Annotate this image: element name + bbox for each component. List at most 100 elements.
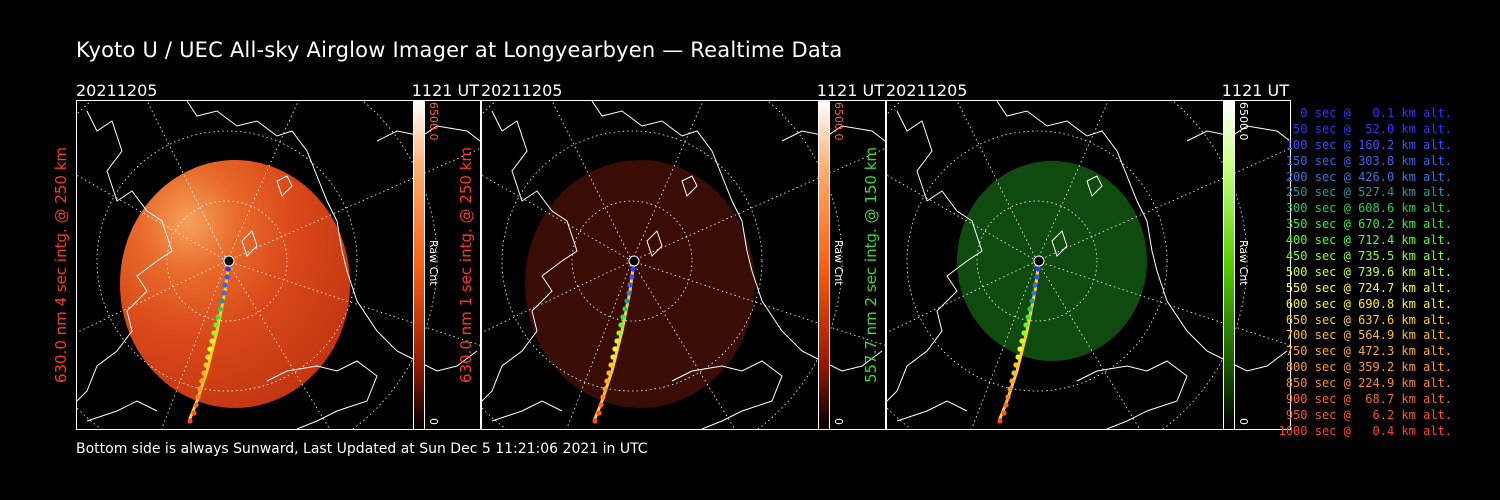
colorbar-min: 0	[832, 418, 845, 425]
colorbar	[818, 100, 830, 430]
trajectory-dot	[624, 298, 630, 304]
panel-date: 20211205	[481, 81, 563, 100]
trajectory-dot	[1005, 394, 1011, 400]
trajectory-dot	[600, 394, 606, 400]
trajectory-dot	[1034, 274, 1040, 280]
colorbar-max: 6500.0	[427, 102, 440, 141]
colorbar-max: 6500.0	[1237, 102, 1250, 141]
trajectory-dot	[1007, 386, 1013, 392]
trajectory-dot	[203, 362, 209, 368]
panel-date: 20211205	[886, 81, 968, 100]
colorbar	[1223, 100, 1235, 430]
legend-entry: 1000 sec @ 0.4 km alt.	[1278, 423, 1452, 438]
legend-entry: 550 sec @ 724.7 km alt.	[1285, 280, 1452, 295]
trajectory-dot	[630, 266, 636, 272]
trajectory-dot	[1009, 378, 1015, 384]
panel-date: 20211205	[76, 81, 158, 100]
trajectory-dot	[211, 330, 217, 336]
trajectory-dot	[197, 386, 203, 392]
trajectory-dot	[612, 346, 618, 352]
colorbar	[413, 100, 425, 430]
panel-side-label: 557.7 nm 2 sec intg. @ 150 km	[862, 146, 880, 384]
legend-entry: 400 sec @ 712.4 km alt.	[1285, 233, 1452, 248]
legend-entry: 250 sec @ 527.4 km alt.	[1285, 185, 1452, 200]
allsky-map-svg	[482, 101, 885, 429]
trajectory-dot	[602, 386, 608, 392]
airglow-panel-630-4s: 20211205 1121 UT 630.0 nm 4 sec intg. @ …	[52, 81, 481, 430]
trajectory-dot	[195, 394, 201, 400]
trajectory-dot	[1003, 402, 1009, 408]
trajectory-dot	[219, 298, 225, 304]
legend-entry: 0 sec @ 0.1 km alt.	[1300, 106, 1452, 120]
trajectory-start-marker	[1033, 255, 1045, 267]
trajectory-dot	[1015, 354, 1021, 360]
airglow-disk	[525, 160, 755, 408]
trajectory-dot	[221, 290, 227, 296]
legend-entry: 900 sec @ 68.7 km alt.	[1285, 392, 1452, 407]
trajectory-dot	[627, 282, 633, 288]
trajectory-dot	[1027, 306, 1033, 312]
legend-entry: 600 sec @ 690.8 km alt.	[1285, 296, 1452, 311]
trajectory-dot	[1029, 298, 1035, 304]
trajectory-dot	[1031, 290, 1037, 296]
trajectory-dot	[201, 370, 207, 376]
trajectory-dot	[1013, 362, 1019, 368]
trajectory-dot	[1001, 410, 1007, 416]
trajectory-dot	[1017, 346, 1023, 352]
panel-side-label: 630.0 nm 1 sec intg. @ 250 km	[457, 146, 475, 384]
panel-time: 1121 UT	[411, 81, 479, 100]
allsky-map-svg	[887, 101, 1290, 429]
time-altitude-legend: 0 sec @ 0.1 km alt. 50 sec @ 52.0 km alt.…	[1262, 106, 1452, 440]
trajectory-dot	[610, 354, 616, 360]
trajectory-dot	[618, 322, 624, 328]
trajectory-dot	[191, 410, 197, 416]
trajectory-dot	[606, 370, 612, 376]
legend-entry: 300 sec @ 608.6 km alt.	[1285, 201, 1452, 216]
trajectory-dot	[1023, 322, 1029, 328]
trajectory-dot	[592, 418, 598, 424]
legend-entry: 100 sec @ 160.2 km alt.	[1285, 137, 1452, 152]
trajectory-dot	[224, 274, 230, 280]
legend-entry: 700 sec @ 564.9 km alt.	[1285, 328, 1452, 343]
airglow-disk	[120, 160, 350, 408]
trajectory-dot	[193, 402, 199, 408]
legend-entry: 500 sec @ 739.6 km alt.	[1285, 264, 1452, 279]
footer-status: Bottom side is always Sunward, Last Upda…	[76, 441, 648, 457]
trajectory-dot	[1032, 282, 1038, 288]
legend-entry: 750 sec @ 472.3 km alt.	[1285, 344, 1452, 359]
trajectory-dot	[213, 322, 219, 328]
legend-entry: 350 sec @ 670.2 km alt.	[1285, 217, 1452, 232]
panel-time: 1121 UT	[816, 81, 884, 100]
colorbar-min: 0	[1237, 418, 1250, 425]
legend-entry: 650 sec @ 637.6 km alt.	[1285, 312, 1452, 327]
trajectory-dot	[225, 266, 231, 272]
trajectory-dot	[1011, 370, 1017, 376]
legend-entry: 850 sec @ 224.9 km alt.	[1285, 376, 1452, 391]
legend-entry: 150 sec @ 303.8 km alt.	[1285, 153, 1452, 168]
trajectory-dot	[596, 410, 602, 416]
airglow-panel-557-2s: 20211205 1121 UT 557.7 nm 2 sec intg. @ …	[862, 81, 1291, 430]
colorbar-unit: Raw Cnt	[832, 240, 845, 286]
trajectory-dot	[614, 338, 620, 344]
trajectory-dot	[1019, 338, 1025, 344]
trajectory-dot	[622, 306, 628, 312]
panel-side-label: 630.0 nm 4 sec intg. @ 250 km	[52, 146, 70, 384]
airglow-disk	[957, 161, 1147, 361]
trajectory-dot	[217, 306, 223, 312]
trajectory-dot	[604, 378, 610, 384]
trajectory-dot	[215, 314, 221, 320]
trajectory-dot	[199, 378, 205, 384]
panel-time: 1121 UT	[1221, 81, 1289, 100]
colorbar-unit: Raw Cnt	[427, 240, 440, 286]
trajectory-start-marker	[223, 255, 235, 267]
trajectory-start-marker	[628, 255, 640, 267]
colorbar-max: 6500.0	[832, 102, 845, 141]
legend-entry: 200 sec @ 426.0 km alt.	[1285, 169, 1452, 184]
trajectory-dot	[598, 402, 604, 408]
page-title: Kyoto U / UEC All-sky Airglow Imager at …	[76, 38, 843, 62]
trajectory-dot	[1035, 266, 1041, 272]
legend-entry: 450 sec @ 735.5 km alt.	[1285, 249, 1452, 264]
colorbar-unit: Raw Cnt	[1237, 240, 1250, 286]
trajectory-dot	[207, 346, 213, 352]
trajectory-dot	[187, 418, 193, 424]
